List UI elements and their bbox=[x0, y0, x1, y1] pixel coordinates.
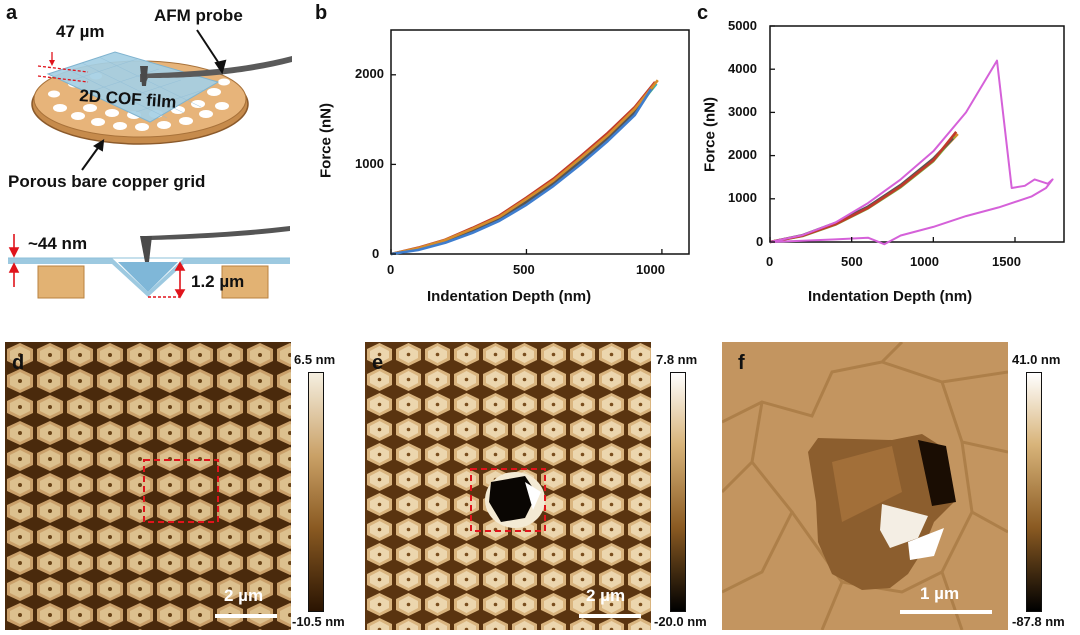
series-line-c-3 bbox=[770, 132, 956, 242]
c-ytick-4000: 4000 bbox=[728, 61, 757, 76]
chart-b bbox=[391, 30, 689, 254]
c-xtick-500: 500 bbox=[841, 254, 863, 269]
scale-text-e: 2 µm bbox=[586, 586, 625, 606]
panel-letter-e: e bbox=[372, 352, 383, 375]
c-ytick-5000: 5000 bbox=[728, 18, 757, 33]
probe-label: AFM probe bbox=[154, 6, 243, 26]
chart-c bbox=[770, 26, 1064, 242]
chart-b-series bbox=[391, 80, 658, 254]
series-line-b-0 bbox=[391, 84, 657, 254]
c-xtick-0: 0 bbox=[766, 254, 773, 269]
colorbar-f bbox=[1026, 372, 1042, 612]
scale-bar-d bbox=[215, 614, 277, 618]
panel-letter-d: d bbox=[12, 352, 24, 375]
b-xtick-500: 500 bbox=[513, 262, 535, 277]
colorbar-max-e: 7.8 nm bbox=[656, 352, 697, 367]
series-line-c-4 bbox=[770, 61, 1053, 245]
afm-image-f bbox=[722, 342, 1008, 630]
series-line-c-1 bbox=[770, 136, 955, 242]
series-line-c-0 bbox=[770, 134, 958, 242]
series-line-b-2 bbox=[391, 82, 655, 254]
depth-label: 1.2 µm bbox=[191, 272, 244, 292]
b-xtick-0: 0 bbox=[387, 262, 394, 277]
c-xtick-1000: 1000 bbox=[910, 254, 939, 269]
copper-bar-left bbox=[38, 266, 84, 298]
c-ytick-0: 0 bbox=[756, 234, 763, 249]
scale-bar-f bbox=[900, 610, 992, 614]
thickness-label: ~44 nm bbox=[28, 234, 87, 254]
colorbar-max-d: 6.5 nm bbox=[294, 352, 335, 367]
series-line-b-4 bbox=[391, 80, 658, 254]
b-ytick-0: 0 bbox=[372, 246, 379, 261]
colorbar-e bbox=[670, 372, 686, 612]
b-ylabel: Force (nN) bbox=[318, 81, 335, 201]
b-ytick-2000: 2000 bbox=[355, 66, 384, 81]
series-line-b-5 bbox=[391, 89, 651, 254]
scale-text-d: 2 µm bbox=[224, 586, 263, 606]
panel-letter-b: b bbox=[315, 2, 327, 25]
scale-text-f: 1 µm bbox=[920, 584, 959, 604]
c-xlabel: Indentation Depth (nm) bbox=[808, 288, 972, 305]
chart-b-frame bbox=[391, 30, 689, 254]
chart-c-series bbox=[770, 61, 1053, 245]
b-ytick-1000: 1000 bbox=[355, 156, 384, 171]
c-ytick-3000: 3000 bbox=[728, 104, 757, 119]
colorbar-min-f: -87.8 nm bbox=[1012, 614, 1065, 629]
colorbar-min-d: -10.5 nm bbox=[292, 614, 345, 629]
colorbar-d bbox=[308, 372, 324, 612]
c-ytick-2000: 2000 bbox=[728, 147, 757, 162]
series-line-b-1 bbox=[391, 86, 654, 254]
chart-c-frame bbox=[770, 26, 1064, 242]
colorbar-max-f: 41.0 nm bbox=[1012, 352, 1060, 367]
scale-bar-e bbox=[579, 614, 641, 618]
panel-letter-c: c bbox=[697, 2, 708, 25]
colorbar-min-e: -20.0 nm bbox=[654, 614, 707, 629]
c-xtick-1500: 1500 bbox=[992, 254, 1021, 269]
afm-probe-lower-icon bbox=[146, 226, 290, 240]
series-line-b-3 bbox=[391, 87, 652, 254]
grid-label: Porous bare copper grid bbox=[8, 172, 205, 192]
schematic-a bbox=[0, 0, 300, 320]
panel-letter-f: f bbox=[738, 352, 745, 375]
c-ylabel: Force (nN) bbox=[702, 75, 719, 195]
width-label: 47 µm bbox=[56, 22, 105, 42]
b-xlabel: Indentation Depth (nm) bbox=[427, 288, 591, 305]
b-xtick-1000: 1000 bbox=[636, 262, 665, 277]
c-ytick-1000: 1000 bbox=[728, 190, 757, 205]
series-line-c-2 bbox=[770, 138, 953, 242]
